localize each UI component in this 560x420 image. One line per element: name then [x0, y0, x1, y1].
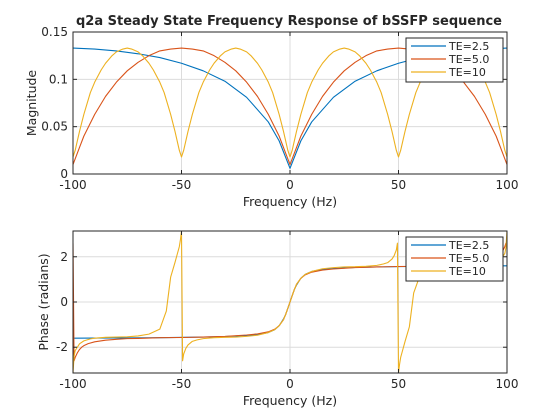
magnitude-xtick-label: -50 — [172, 178, 192, 192]
phase-series-line-3 — [73, 231, 507, 373]
magnitude-xtick-label: 50 — [391, 178, 406, 192]
phase-xtick-label: 50 — [391, 377, 406, 391]
phase-legend-box — [405, 236, 504, 282]
magnitude-legend-label-2: TE=5.0 — [448, 53, 489, 66]
phase-xtick-label: 100 — [496, 377, 519, 391]
phase-chart: -100 -50 0 50 100 -2 0 2 Frequency (Hz) Phase (… — [36, 230, 518, 408]
phase-ytick-label: -2 — [56, 340, 68, 354]
magnitude-ytick-label: 0.15 — [41, 25, 68, 39]
magnitude-xtick-label: 0 — [286, 178, 294, 192]
phase-chart-legend: TE=2.5TE=5.0TE=10 — [405, 236, 504, 282]
magnitude-chart-title: q2a Steady State Frequency Response of b… — [76, 14, 502, 29]
magnitude-legend-box — [405, 37, 504, 83]
phase-legend-label-1: TE=2.5 — [448, 239, 489, 252]
phase-chart-ylabel: Phase (radians) — [36, 253, 51, 350]
phase-legend-label-2: TE=5.0 — [448, 252, 489, 265]
magnitude-xtick-label: -100 — [59, 178, 86, 192]
magnitude-chart-legend: TE=2.5TE=5.0TE=10 — [405, 37, 504, 83]
magnitude-xtick-label: 100 — [496, 178, 519, 192]
phase-ytick-label: 2 — [60, 250, 68, 264]
phase-xtick-label: 0 — [286, 377, 294, 391]
magnitude-chart-ylabel: Magnitude — [24, 70, 39, 137]
phase-xtick-label: -100 — [59, 377, 86, 391]
magnitude-ytick-label: 0.05 — [41, 120, 68, 134]
phase-xtick-label: -50 — [172, 377, 192, 391]
phase-chart-ticks: -100 -50 0 50 100 -2 0 2 — [56, 231, 518, 391]
magnitude-legend-label-3: TE=10 — [448, 66, 486, 79]
magnitude-legend-label-1: TE=2.5 — [448, 40, 489, 53]
magnitude-chart-xlabel: Frequency (Hz) — [243, 194, 337, 209]
phase-ytick-label: 0 — [60, 295, 68, 309]
magnitude-ytick-label: 0 — [60, 167, 68, 181]
magnitude-chart-ticks: -100 -50 0 50 100 0 0.05 0.1 0.15 — [41, 25, 518, 192]
phase-legend-label-3: TE=10 — [448, 265, 486, 278]
magnitude-chart: q2a Steady State Frequency Response of b… — [24, 14, 518, 209]
magnitude-ytick-label: 0.1 — [49, 72, 68, 86]
phase-chart-xlabel: Frequency (Hz) — [243, 393, 337, 408]
